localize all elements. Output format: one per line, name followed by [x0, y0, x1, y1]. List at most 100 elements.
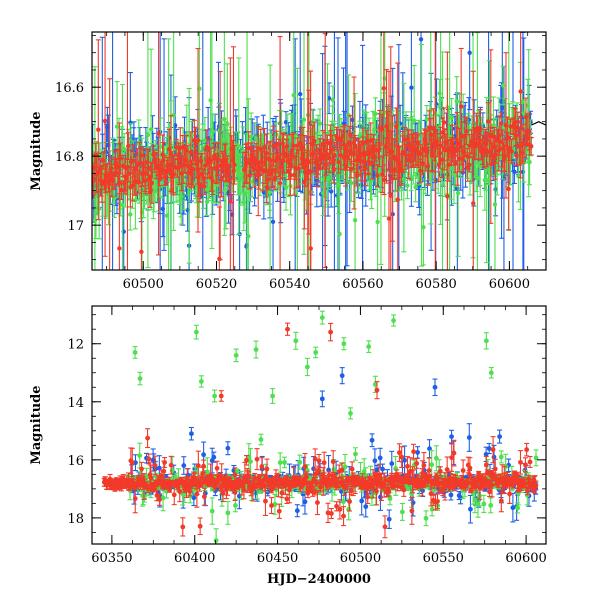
data-point [119, 84, 125, 270]
point-marker [210, 129, 216, 134]
point-marker [100, 158, 106, 163]
point-marker [412, 118, 417, 123]
point-marker [349, 180, 354, 186]
point-marker [138, 153, 144, 158]
point-marker [210, 178, 215, 184]
data-point [325, 63, 331, 206]
point-marker [475, 175, 480, 181]
point-marker [421, 224, 426, 230]
point-marker [527, 159, 532, 165]
data-point [172, 158, 178, 176]
point-marker [337, 231, 342, 237]
point-marker [131, 158, 136, 164]
data-point [177, 127, 183, 169]
point-marker [164, 213, 170, 218]
data-point [102, 32, 108, 257]
point-marker [123, 176, 128, 181]
point-marker [202, 138, 208, 143]
point-marker [231, 168, 236, 174]
data-point [227, 57, 233, 270]
data-point [193, 126, 199, 162]
point-marker [215, 156, 220, 162]
data-point [408, 163, 414, 192]
point-marker [317, 121, 323, 126]
point-marker [118, 156, 123, 161]
top-panel: 60500 60520 60540 60560 60580 6060016.616.817… [29, 31, 547, 292]
point-marker [222, 116, 227, 122]
point-marker [437, 91, 442, 96]
point-marker [122, 146, 127, 152]
point-marker [328, 189, 334, 194]
point-marker [102, 118, 108, 124]
data-point [484, 97, 490, 264]
point-marker [145, 132, 151, 138]
data-point [125, 132, 131, 161]
point-marker [188, 150, 193, 155]
point-marker [455, 190, 461, 196]
point-marker [96, 206, 102, 211]
point-marker [221, 137, 226, 143]
data-point [262, 127, 268, 167]
point-marker [199, 171, 205, 177]
data-point [500, 65, 506, 106]
point-marker [198, 158, 204, 164]
point-marker [174, 144, 179, 150]
data-point [145, 32, 151, 269]
point-marker [248, 134, 254, 139]
point-marker [251, 166, 257, 172]
point-marker [448, 166, 453, 171]
point-marker [208, 158, 214, 163]
point-marker [467, 50, 472, 55]
point-marker [128, 212, 133, 217]
point-marker [149, 180, 155, 186]
data-point [230, 46, 236, 270]
data-point [330, 85, 336, 115]
point-marker [214, 167, 220, 172]
data-point [156, 32, 162, 256]
point-marker [146, 165, 151, 170]
data-point [420, 188, 426, 266]
top-plot-area [92, 32, 546, 270]
point-marker [190, 166, 196, 172]
point-marker [492, 202, 498, 207]
point-marker [516, 173, 521, 179]
point-marker [500, 83, 506, 88]
data-point [372, 97, 378, 131]
data-point [121, 133, 127, 166]
point-marker [119, 187, 124, 193]
point-marker [413, 184, 418, 190]
point-marker [405, 183, 410, 188]
data-point [413, 171, 419, 203]
data-point [161, 38, 167, 251]
point-marker [449, 115, 454, 120]
point-marker [375, 219, 380, 225]
point-marker [352, 218, 358, 223]
point-marker [189, 133, 194, 138]
data-point [467, 32, 473, 111]
point-marker [424, 116, 429, 122]
point-marker [217, 256, 222, 262]
point-marker [242, 192, 248, 198]
point-marker [301, 117, 307, 122]
point-marker [96, 127, 101, 132]
point-marker [217, 128, 222, 133]
point-marker [270, 219, 276, 225]
point-marker [234, 149, 239, 154]
point-marker [197, 183, 203, 188]
point-marker [179, 194, 184, 199]
point-marker [114, 124, 120, 129]
point-marker [246, 233, 251, 239]
point-marker [484, 177, 489, 183]
point-marker [156, 131, 161, 136]
point-marker [195, 138, 201, 143]
point-marker [126, 143, 131, 149]
point-marker [454, 98, 459, 104]
data-point [92, 66, 98, 270]
point-marker [283, 184, 289, 190]
point-marker [247, 173, 252, 178]
point-marker [330, 97, 336, 103]
data-point [95, 39, 101, 221]
series-red [92, 32, 534, 270]
point-marker [120, 202, 125, 207]
